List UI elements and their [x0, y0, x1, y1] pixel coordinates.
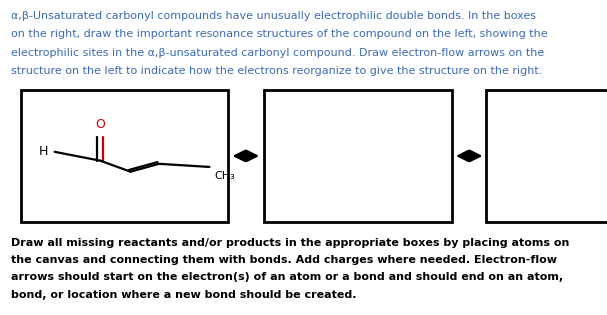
Text: Draw all missing reactants and/or products in the appropriate boxes by placing a: Draw all missing reactants and/or produc… — [11, 238, 569, 248]
Text: CH₃: CH₃ — [214, 171, 235, 181]
Text: structure on the left to indicate how the electrons reorganize to give the struc: structure on the left to indicate how th… — [11, 66, 542, 76]
Bar — [21, 90, 228, 222]
Text: bond, or location where a new bond should be created.: bond, or location where a new bond shoul… — [11, 290, 356, 300]
Bar — [264, 90, 452, 222]
Text: O: O — [95, 118, 105, 131]
Text: α,β-Unsaturated carbonyl compounds have unusually electrophilic double bonds. In: α,β-Unsaturated carbonyl compounds have … — [11, 11, 536, 21]
Text: arrows should start on the electron(s) of an atom or a bond and should end on an: arrows should start on the electron(s) o… — [11, 272, 563, 283]
Bar — [486, 90, 607, 222]
Text: electrophilic sites in the α,β-unsaturated carbonyl compound. Draw electron-flow: electrophilic sites in the α,β-unsaturat… — [11, 48, 544, 58]
Text: H: H — [39, 145, 49, 158]
Text: the canvas and connecting them with bonds. Add charges where needed. Electron-fl: the canvas and connecting them with bond… — [11, 255, 557, 265]
Text: on the right, draw the important resonance structures of the compound on the lef: on the right, draw the important resonan… — [11, 29, 548, 39]
